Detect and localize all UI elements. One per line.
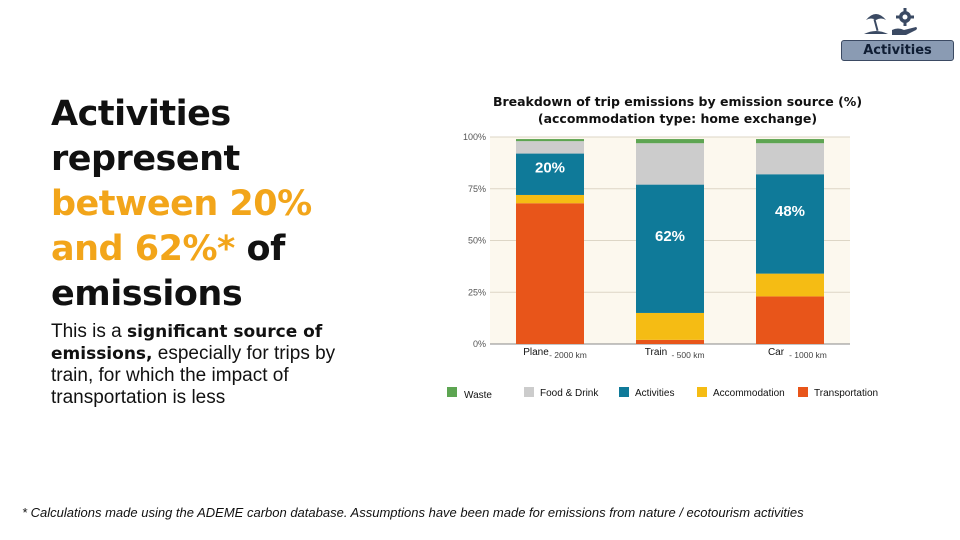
bar-segment-train-food-drink: [636, 143, 704, 185]
headline-line-1: Activities: [51, 94, 231, 134]
headline-line-2: represent: [51, 139, 240, 179]
bar-segment-car-food-drink: [756, 143, 824, 175]
y-tick-label: 25%: [468, 287, 486, 297]
bar-segment-car-transportation: [756, 296, 824, 344]
legend-label: Activities: [635, 388, 674, 399]
bar-segment-car-activities: [756, 174, 824, 274]
bar-segment-plane-accommodation: [516, 194, 584, 204]
headline-line-4: and 62%* of: [51, 227, 381, 272]
body-rest: especially for trips by train, for which…: [51, 343, 336, 408]
body-paragraph: This is a significant source of emission…: [51, 321, 381, 409]
x-tick-label: Car: [768, 347, 785, 358]
x-tick-label: Train: [645, 347, 667, 358]
badge-icons: [864, 8, 917, 35]
legend-swatch: [524, 387, 534, 397]
headline-accent-value: and 62%*: [51, 229, 235, 269]
chart-title-line-2: (accommodation type: home exchange): [537, 111, 818, 126]
legend-swatch: [798, 387, 808, 397]
bar-segment-train-accommodation: [636, 312, 704, 340]
bar-segment-plane-food-drink: [516, 141, 584, 154]
legend-swatch: [619, 387, 629, 397]
headline-line-4-rest: of: [234, 229, 286, 269]
bar-segment-train-transportation: [636, 339, 704, 344]
data-label: 62%: [655, 228, 685, 245]
y-tick-label: 75%: [468, 184, 486, 194]
legend-label: Waste: [464, 390, 492, 401]
bar-segment-plane-activities: [516, 153, 584, 195]
x-tick-note: - 500 km: [671, 350, 704, 360]
stacked-bar-chart: 0% 25% 50% 75% 100% Plane - 2000 km Train - 500 …: [447, 132, 878, 401]
body-bold: significant source of emissions,: [51, 322, 323, 364]
y-tick-label: 100%: [463, 132, 486, 142]
section-badge: Activities: [841, 40, 954, 61]
legend-label: Accommodation: [713, 388, 785, 399]
bar-segment-car-waste: [756, 139, 824, 144]
headline-line-5: emissions: [51, 274, 243, 314]
x-tick-note: - 2000 km: [549, 350, 587, 360]
legend-swatch: [447, 387, 457, 397]
legend-swatch: [697, 387, 707, 397]
bar-segment-plane-waste: [516, 139, 584, 142]
body-intro: This is a: [51, 321, 128, 342]
bar-segment-car-accommodation: [756, 273, 824, 297]
beach-umbrella-icon: [864, 14, 888, 34]
legend-label: Food & Drink: [540, 388, 599, 399]
x-tick-label: Plane: [523, 347, 549, 358]
data-label: 20%: [535, 160, 565, 177]
y-tick-label: 0%: [473, 339, 486, 349]
x-tick-note: - 1000 km: [789, 350, 827, 360]
headline: Activities represent between 20% and 62%…: [51, 92, 381, 317]
headline-line-3: between 20%: [51, 184, 312, 224]
bar-segment-train-activities: [636, 184, 704, 313]
bar-segment-plane-transportation: [516, 203, 584, 344]
footnote: * Calculations made using the ADEME carb…: [22, 505, 804, 520]
chart-title-line-1: Breakdown of trip emissions by emission …: [492, 94, 863, 109]
y-tick-label: 50%: [468, 236, 486, 246]
data-label: 48%: [775, 203, 805, 220]
gear-hand-icon: [892, 8, 917, 35]
legend-label: Transportation: [814, 388, 878, 399]
chart-title: Breakdown of trip emissions by emission …: [470, 93, 885, 127]
bar-segment-train-waste: [636, 139, 704, 144]
